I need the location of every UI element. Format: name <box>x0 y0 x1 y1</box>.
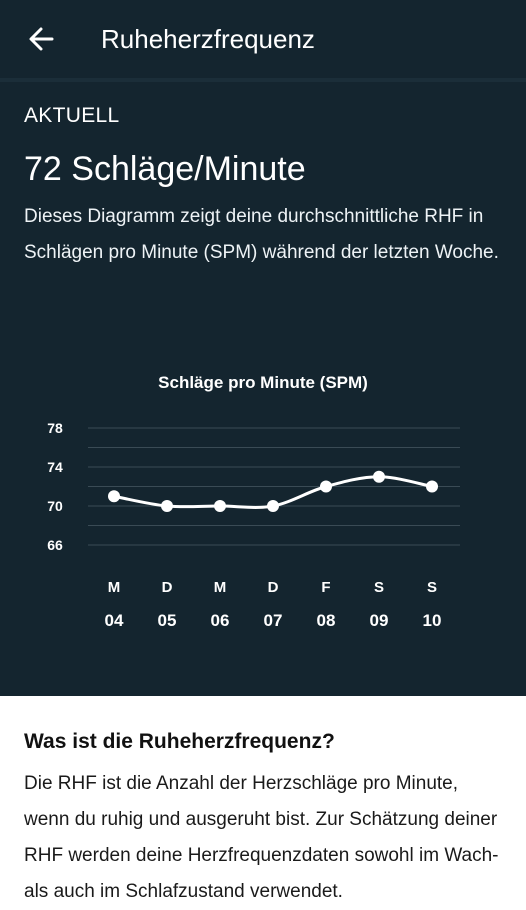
data-point <box>214 500 226 512</box>
app-bar: Ruheherzfrequenz <box>0 0 526 82</box>
x-day-letter: S <box>427 579 437 596</box>
current-label: AKTUELL <box>24 104 120 127</box>
page-title: Ruheherzfrequenz <box>101 23 315 54</box>
info-text: Die RHF ist die Anzahl der Herzschläge p… <box>24 773 499 902</box>
current-value: 72 Schläge/Minute <box>24 150 306 188</box>
x-day-letter: D <box>268 579 279 596</box>
chart-description: Dieses Diagramm zeigt deine durchschnitt… <box>24 206 499 263</box>
data-point <box>108 490 120 503</box>
x-day-letter: S <box>374 579 384 596</box>
x-tick-label: 10 <box>423 611 442 630</box>
x-day-letter: D <box>162 579 173 596</box>
info-heading: Was ist die Ruheherzfrequenz? <box>24 730 335 753</box>
data-point <box>426 480 438 493</box>
data-point <box>161 500 173 512</box>
data-point <box>320 480 332 493</box>
data-point <box>373 470 385 483</box>
x-tick-label: 04 <box>105 611 124 630</box>
y-tick-label: 74 <box>47 459 63 475</box>
chart-title: Schläge pro Minute (SPM) <box>158 373 368 392</box>
y-tick-label: 66 <box>47 537 63 553</box>
x-tick-label: 05 <box>158 611 177 630</box>
summary-panel: Ruheherzfrequenz AKTUELL 72 Schläge/Minu… <box>0 0 526 696</box>
y-tick-label: 70 <box>47 498 63 514</box>
x-day-letter: F <box>321 579 330 596</box>
back-arrow-icon <box>29 27 54 51</box>
back-button[interactable] <box>19 17 63 61</box>
x-tick-label: 09 <box>370 611 389 630</box>
x-day-letter: M <box>108 579 121 596</box>
data-point <box>267 500 279 512</box>
x-tick-label: 07 <box>264 611 283 630</box>
x-tick-label: 06 <box>211 611 230 630</box>
info-section: Was ist die Ruheherzfrequenz? Die RHF is… <box>0 696 526 910</box>
resting-heart-rate-chart: Schläge pro Minute (SPM) 78 74 70 66 M 04 D 05 M… <box>47 373 460 630</box>
x-tick-label: 08 <box>317 611 336 630</box>
x-day-letter: M <box>214 579 227 596</box>
y-tick-label: 78 <box>47 420 63 436</box>
